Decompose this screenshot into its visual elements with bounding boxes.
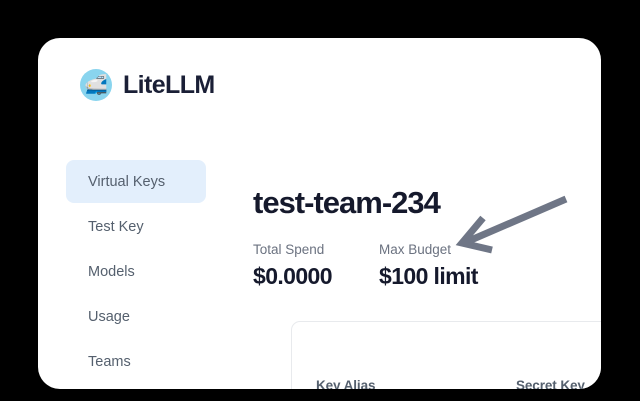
- stat-label: Total Spend: [253, 242, 325, 258]
- sidebar-item-teams[interactable]: Teams: [66, 340, 206, 383]
- sidebar-item-label: Teams: [88, 353, 131, 370]
- stat-value: $0.0000: [253, 263, 333, 290]
- sidebar-item-label: Virtual Keys: [88, 173, 166, 190]
- table-header-row: Key Alias Secret Key: [292, 378, 601, 389]
- sidebar-item-label: Test Key: [88, 218, 144, 235]
- stats-row: Total Spend $0.0000 Max Budget $100 limi…: [253, 242, 601, 290]
- sidebar-item-label: Models: [88, 263, 135, 280]
- sidebar-item-usage[interactable]: Usage: [66, 295, 206, 338]
- bullet-train-icon: 🚅: [80, 69, 112, 101]
- sidebar-item-models[interactable]: Models: [66, 250, 206, 293]
- stat-value: $100 limit: [379, 263, 478, 290]
- stat-max-budget: Max Budget $100 limit: [379, 242, 478, 290]
- page-title: test-team-234: [253, 185, 441, 220]
- stat-label: Max Budget: [379, 242, 452, 258]
- sidebar-item-label: Usage: [88, 308, 130, 325]
- keys-table-card: Key Alias Secret Key: [291, 321, 601, 389]
- main-content: test-team-234 Total Spend $0.0000 Max Bu…: [253, 158, 601, 389]
- app-panel: 🚅 LiteLLM Virtual Keys Test Key Models U…: [38, 38, 601, 389]
- sidebar-nav: Virtual Keys Test Key Models Usage Teams: [66, 160, 206, 385]
- brand-logo[interactable]: 🚅 LiteLLM: [80, 69, 215, 101]
- stat-total-spend: Total Spend $0.0000: [253, 242, 379, 290]
- column-header-secret-key: Secret Key: [516, 378, 585, 389]
- sidebar-item-test-key[interactable]: Test Key: [66, 205, 206, 248]
- brand-name: LiteLLM: [123, 70, 215, 99]
- column-header-key-alias: Key Alias: [316, 378, 376, 389]
- sidebar-item-virtual-keys[interactable]: Virtual Keys: [66, 160, 206, 203]
